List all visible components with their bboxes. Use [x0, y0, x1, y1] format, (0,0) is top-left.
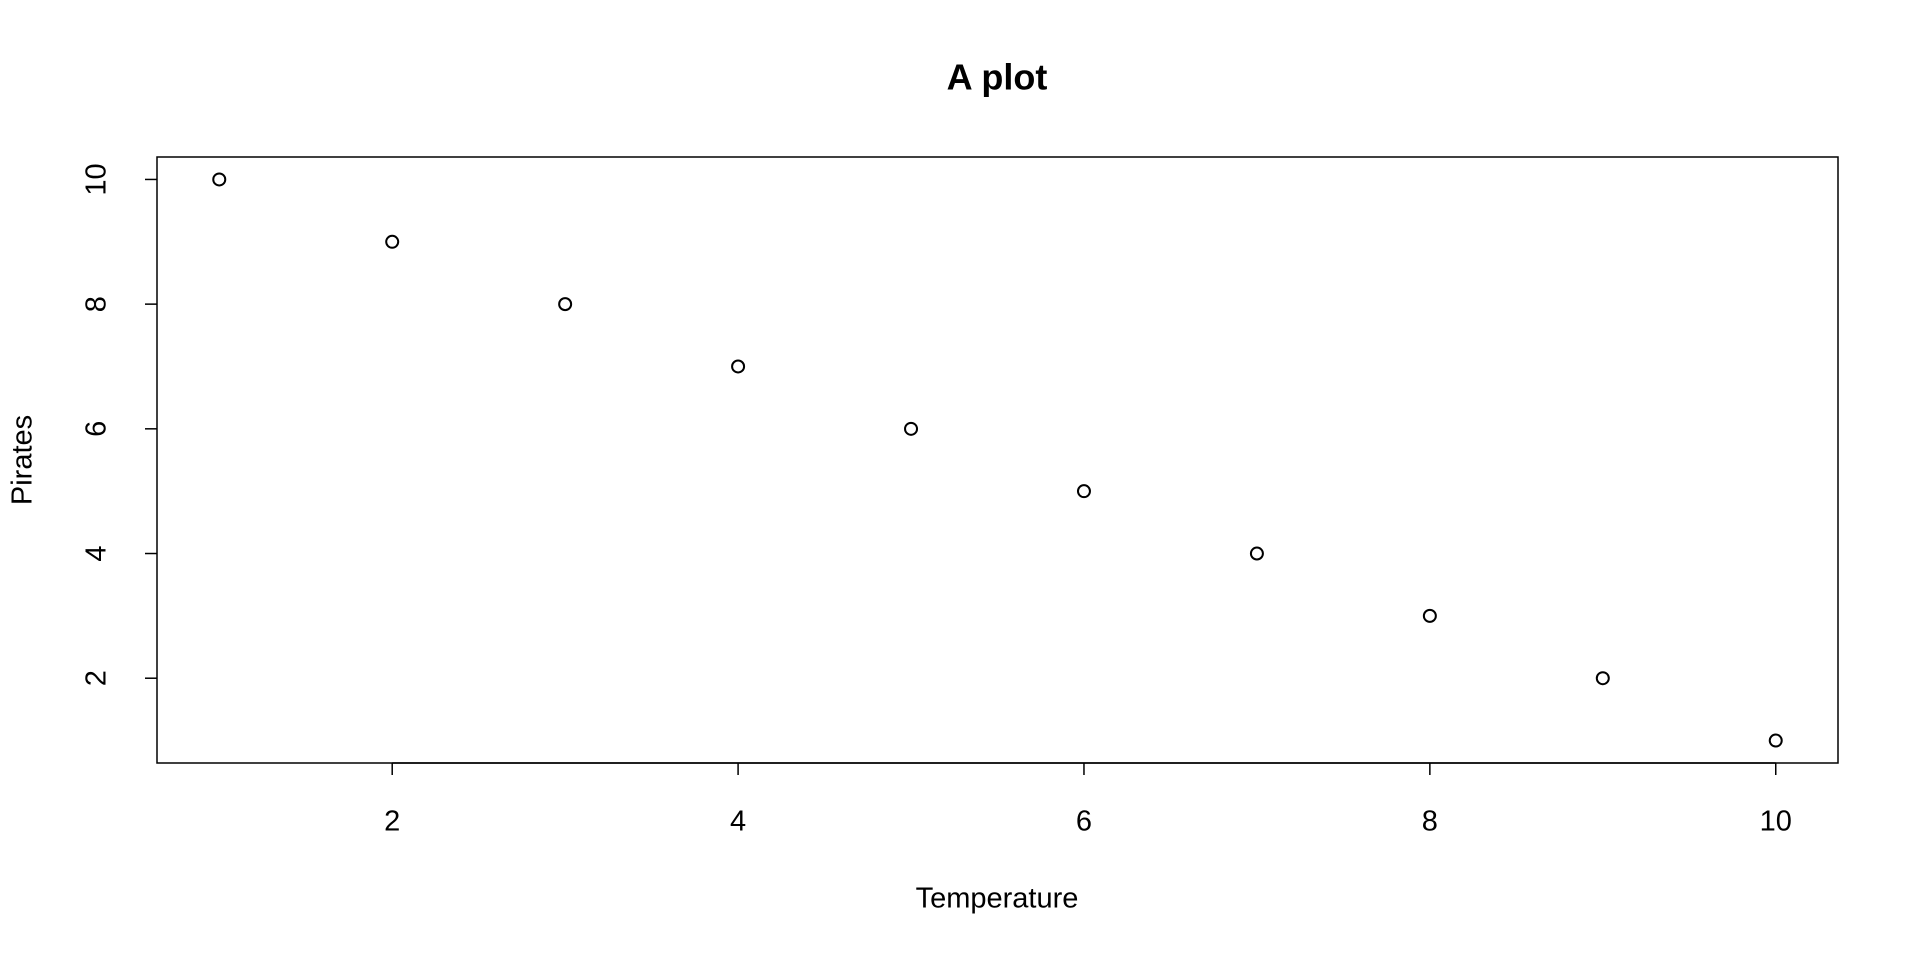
point	[1422, 608, 1437, 623]
point	[1076, 484, 1091, 499]
y-tick-label: 6	[81, 421, 113, 437]
x-axis-label: Temperature	[916, 883, 1079, 915]
point	[1768, 733, 1783, 748]
x-tick-label: 4	[730, 806, 746, 838]
point	[1595, 671, 1610, 686]
y-tick-label: 10	[81, 163, 113, 195]
y-axis-label: Pirates	[7, 415, 39, 505]
chart-title: A plot	[947, 57, 1048, 98]
x-tick-label: 8	[1422, 806, 1438, 838]
point	[731, 359, 746, 374]
y-tick-label: 8	[81, 296, 113, 312]
point	[1249, 546, 1264, 561]
y-tick-label: 4	[81, 545, 113, 561]
y-tick-label: 2	[81, 670, 113, 686]
point	[385, 234, 400, 249]
point	[904, 421, 919, 436]
x-tick-label: 10	[1760, 806, 1792, 838]
x-tick-label: 2	[384, 806, 400, 838]
plot-frame	[156, 156, 1839, 764]
x-tick-label: 6	[1076, 806, 1092, 838]
point	[558, 297, 573, 312]
point	[212, 172, 227, 187]
